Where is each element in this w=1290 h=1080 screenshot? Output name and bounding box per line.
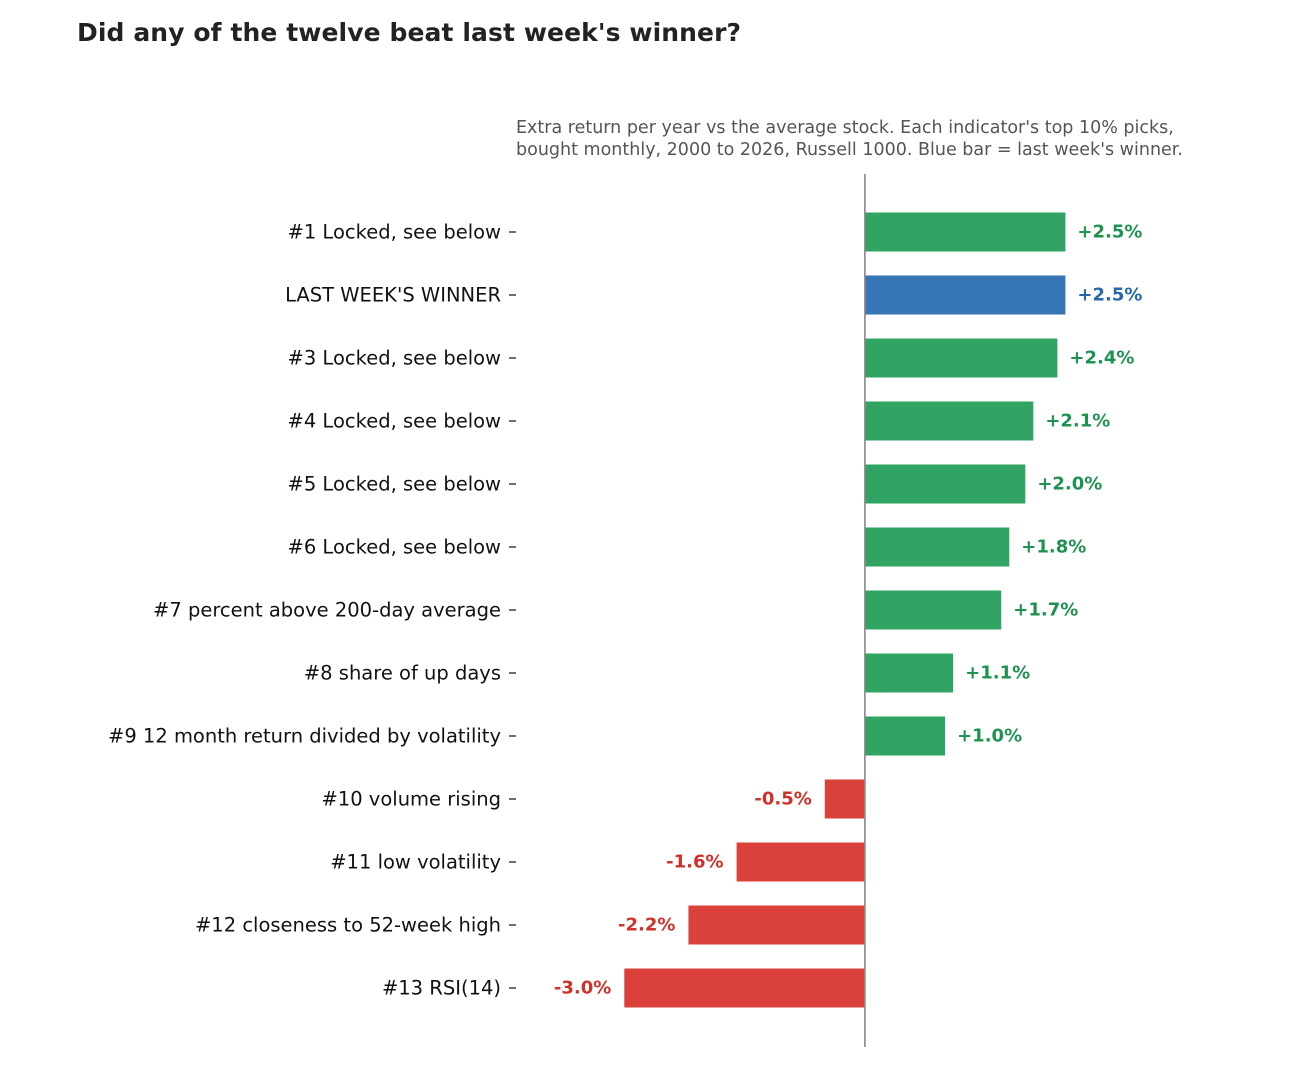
data-label: +1.0% bbox=[957, 726, 1022, 747]
bar bbox=[824, 779, 865, 819]
bar bbox=[688, 905, 865, 945]
data-label: -3.0% bbox=[554, 978, 611, 999]
bar bbox=[864, 527, 1010, 567]
labels-layer: #1 Locked, see below +2.5% LAST WEEK'S WIN… bbox=[108, 221, 1142, 1000]
bar bbox=[864, 590, 1002, 630]
data-label: +2.4% bbox=[1069, 348, 1134, 369]
bar bbox=[864, 464, 1026, 504]
bar bbox=[864, 212, 1066, 252]
category-label: #5 Locked, see below bbox=[287, 473, 501, 496]
category-label: #6 Locked, see below bbox=[287, 536, 501, 559]
category-label: #1 Locked, see below bbox=[287, 221, 501, 244]
category-label: #12 closeness to 52-week high bbox=[195, 914, 501, 937]
bar bbox=[864, 338, 1058, 378]
subtitle-line-2: bought monthly, 2000 to 2026, Russell 10… bbox=[516, 140, 1183, 160]
category-label: #11 low volatility bbox=[330, 851, 501, 874]
data-label: +2.1% bbox=[1045, 411, 1110, 432]
category-label: #10 volume rising bbox=[321, 788, 501, 811]
bar bbox=[864, 401, 1034, 441]
data-label: +2.0% bbox=[1037, 474, 1102, 495]
data-label: -2.2% bbox=[618, 915, 675, 936]
data-label: +1.8% bbox=[1021, 537, 1086, 558]
category-label: #13 RSI(14) bbox=[382, 977, 501, 1000]
category-label: #8 share of up days bbox=[304, 662, 501, 685]
data-label: +2.5% bbox=[1077, 285, 1142, 306]
category-label: #3 Locked, see below bbox=[287, 347, 501, 370]
data-label: -1.6% bbox=[666, 852, 723, 873]
bar bbox=[864, 716, 946, 756]
bar-highlight bbox=[864, 275, 1066, 315]
bars-layer bbox=[624, 212, 1066, 1008]
data-label: +2.5% bbox=[1077, 222, 1142, 243]
data-label: +1.7% bbox=[1013, 600, 1078, 621]
bar bbox=[736, 842, 865, 882]
subtitle-line-1: Extra return per year vs the average sto… bbox=[516, 118, 1174, 138]
data-label: -0.5% bbox=[754, 789, 811, 810]
chart-subtitle: Extra return per year vs the average sto… bbox=[516, 117, 1286, 161]
category-label: #7 percent above 200-day average bbox=[153, 599, 501, 622]
chart-title: Did any of the twelve beat last week's w… bbox=[77, 18, 742, 47]
bar bbox=[624, 968, 865, 1008]
data-label: +1.1% bbox=[965, 663, 1030, 684]
bar bbox=[864, 653, 954, 693]
category-label: LAST WEEK'S WINNER bbox=[285, 284, 501, 307]
category-label: #9 12 month return divided by volatility bbox=[108, 725, 501, 748]
category-label: #4 Locked, see below bbox=[287, 410, 501, 433]
